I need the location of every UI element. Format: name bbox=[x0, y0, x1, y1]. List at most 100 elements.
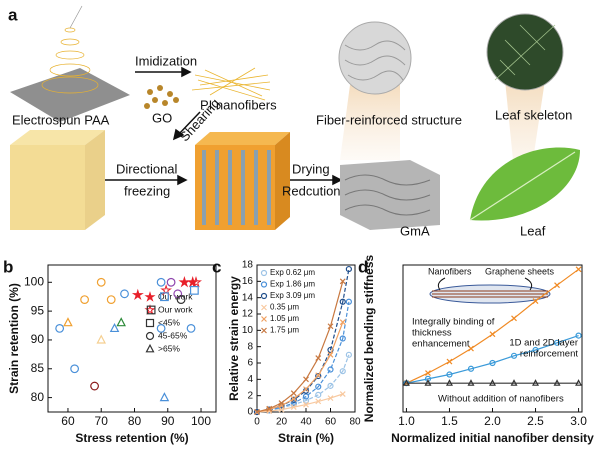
paa-label: Electrospun PAA bbox=[12, 112, 110, 127]
marker bbox=[290, 390, 297, 397]
marker bbox=[339, 368, 346, 375]
marker bbox=[339, 335, 346, 342]
y-tick-label: 4 bbox=[247, 374, 253, 385]
marker bbox=[446, 371, 453, 378]
legend-label: Exp 0.62 μm bbox=[270, 268, 315, 277]
legend-label: Our work bbox=[158, 291, 193, 301]
marker bbox=[327, 346, 334, 354]
marker bbox=[109, 322, 120, 333]
series-line bbox=[256, 301, 350, 413]
y-axis-label: Relative strain energy bbox=[227, 276, 241, 401]
marker bbox=[327, 351, 334, 358]
curve-label: 1D and 2D layer bbox=[509, 338, 578, 349]
marker bbox=[156, 324, 166, 333]
marker bbox=[131, 288, 144, 301]
structure-texture bbox=[344, 40, 406, 81]
curve-label: thickness bbox=[412, 328, 452, 339]
marker bbox=[532, 379, 540, 386]
gma-label: GmA bbox=[400, 223, 430, 238]
marker bbox=[186, 324, 196, 333]
marker bbox=[156, 277, 166, 287]
panel-label: d bbox=[358, 257, 368, 276]
y-axis-label: Normalized bending stiffness bbox=[362, 254, 376, 422]
step-label: freezing bbox=[124, 183, 170, 198]
marker bbox=[260, 281, 268, 288]
marker bbox=[303, 376, 309, 383]
cube-frozen bbox=[10, 130, 105, 230]
inset-label: Nanofibers bbox=[428, 266, 472, 276]
marker bbox=[160, 292, 169, 302]
leaf-label: Leaf bbox=[520, 223, 546, 238]
marker bbox=[575, 332, 582, 339]
marker bbox=[144, 291, 156, 302]
marker bbox=[146, 305, 156, 315]
marker bbox=[260, 292, 268, 300]
marker bbox=[327, 366, 334, 373]
y-tick-label: 12 bbox=[242, 309, 254, 320]
x-axis-label: Strain (%) bbox=[278, 431, 334, 445]
curve-label: enhancement bbox=[412, 339, 470, 350]
gma-foam bbox=[340, 160, 440, 230]
structure-label: Fiber-reinforced structure bbox=[316, 112, 462, 127]
curve-label: Without addition of nanofibers bbox=[438, 394, 564, 405]
step-label: Imidization bbox=[135, 53, 197, 68]
x-tick-label: 100 bbox=[191, 414, 211, 428]
x-axis-label: Normalized initial nanofiber density bbox=[391, 431, 594, 445]
marker bbox=[345, 298, 352, 305]
y-tick-label: 10 bbox=[242, 325, 254, 336]
x-tick-label: 2.5 bbox=[527, 414, 544, 428]
marker bbox=[116, 317, 126, 327]
pi-label: PI nanofibers bbox=[200, 97, 277, 112]
series-line bbox=[256, 268, 350, 413]
marker bbox=[510, 352, 518, 359]
marker bbox=[303, 401, 309, 408]
x-tick-label: 1.0 bbox=[398, 414, 415, 428]
panel-a-art bbox=[10, 5, 580, 230]
series-line bbox=[406, 335, 579, 384]
marker bbox=[315, 391, 322, 398]
magnify-cone bbox=[340, 85, 400, 160]
plot-frame bbox=[47, 264, 217, 413]
marker bbox=[290, 404, 297, 411]
skeleton-label: Leaf skeleton bbox=[495, 107, 572, 122]
legend-label: Exp 1.86 μm bbox=[270, 280, 315, 289]
marker bbox=[159, 392, 170, 402]
marker bbox=[315, 355, 322, 362]
marker bbox=[55, 324, 65, 333]
x-tick-label: 20 bbox=[276, 417, 288, 428]
marker bbox=[345, 265, 352, 273]
y-tick-label: 2 bbox=[247, 390, 253, 401]
step-label: Redcution bbox=[282, 183, 341, 198]
leaf-art bbox=[469, 147, 580, 221]
curve-label: reinforcement bbox=[520, 349, 578, 360]
marker bbox=[575, 266, 582, 273]
step-label: Directional bbox=[116, 161, 178, 176]
skeleton-veins bbox=[494, 24, 556, 81]
x-axis-label: Stress retention (%) bbox=[75, 431, 188, 445]
marker bbox=[176, 295, 186, 304]
legend-label: >65% bbox=[158, 343, 180, 353]
legend-label: <45% bbox=[158, 317, 180, 327]
y-tick-label: 16 bbox=[242, 276, 254, 287]
marker bbox=[190, 276, 202, 288]
cube-freezing bbox=[195, 132, 290, 230]
spiral bbox=[41, 5, 99, 94]
marker bbox=[489, 379, 496, 386]
marker bbox=[290, 396, 297, 402]
marker bbox=[532, 346, 539, 354]
series-line bbox=[256, 321, 344, 413]
marker bbox=[532, 298, 539, 304]
marker bbox=[260, 269, 268, 277]
marker bbox=[302, 397, 310, 404]
marker bbox=[327, 382, 334, 389]
marker bbox=[290, 399, 297, 407]
marker bbox=[166, 277, 176, 287]
marker bbox=[339, 298, 346, 305]
go-label: GO bbox=[152, 110, 172, 125]
panel-label: b bbox=[3, 257, 13, 276]
marker bbox=[424, 379, 432, 386]
marker bbox=[315, 398, 322, 405]
legend-label: 1.05 μm bbox=[270, 314, 299, 323]
